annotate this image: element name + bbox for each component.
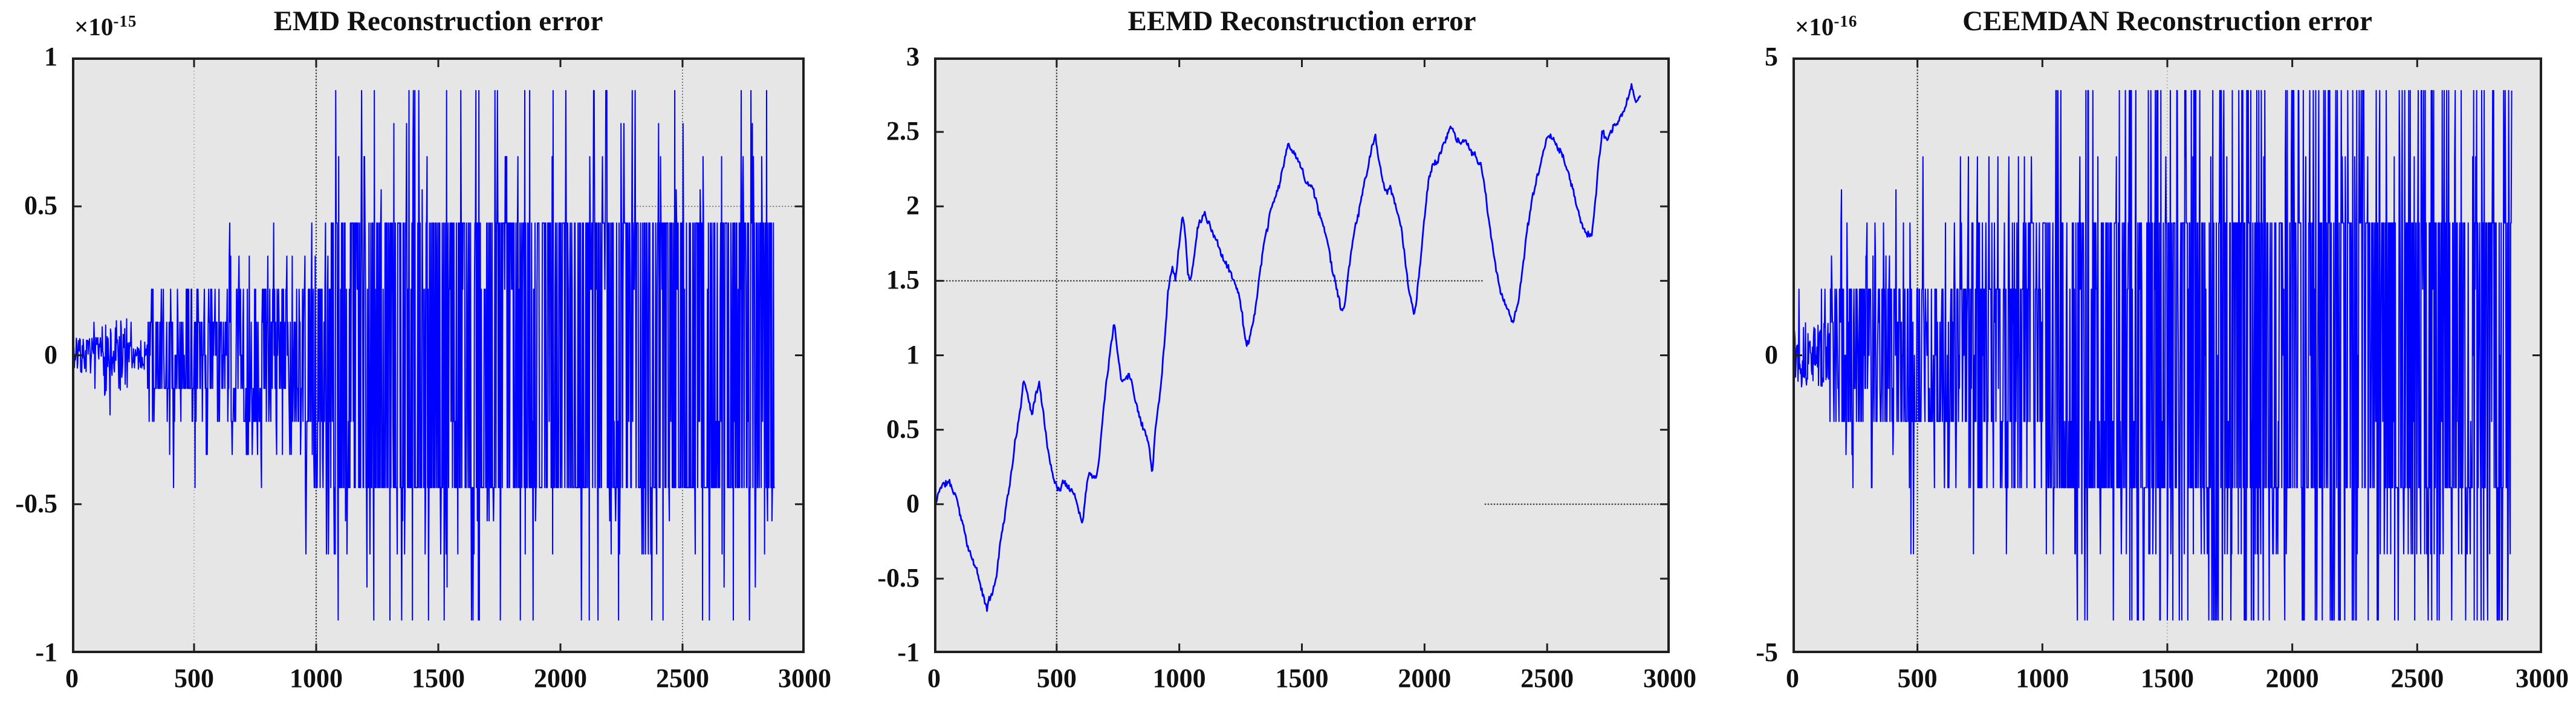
- exponent-base: ×10: [1795, 13, 1834, 41]
- exponent-power: -15: [113, 12, 137, 30]
- x-tick-label: 3000: [778, 663, 831, 693]
- x-tick-label: 1000: [2016, 663, 2069, 693]
- x-tick-label: 2500: [656, 663, 709, 693]
- x-tick-label: 3000: [1643, 663, 1696, 693]
- y-tick-label: 1: [906, 339, 920, 370]
- y-tick-label: -1: [35, 637, 57, 667]
- y-tick-label: 5: [1765, 42, 1778, 71]
- x-tick-label: 1500: [2141, 663, 2194, 693]
- x-tick-label: 0: [1786, 663, 1799, 693]
- x-tick-label: 500: [174, 663, 214, 693]
- y-tick-label: 2.5: [886, 116, 920, 146]
- x-tick-label: 2000: [2265, 663, 2319, 693]
- eemd-canvas: [934, 57, 1670, 653]
- x-tick-label: 1500: [1275, 663, 1329, 693]
- plot-title: EEMD Reconstruction error: [1127, 5, 1476, 37]
- x-tick-label: 3000: [2516, 663, 2569, 693]
- y-tick-label: 0: [44, 339, 57, 370]
- x-tick-label: 2500: [2390, 663, 2444, 693]
- x-tick-label: 2500: [1520, 663, 1574, 693]
- y-tick-label: 1: [44, 42, 57, 71]
- x-tick-label: 500: [1897, 663, 1938, 693]
- y-tick-label: 0: [1765, 339, 1778, 370]
- y-tick-label: 1.5: [886, 265, 920, 295]
- y-tick-label: 3: [906, 42, 920, 71]
- x-tick-label: 0: [65, 663, 79, 693]
- x-tick-label: 1500: [412, 663, 465, 693]
- y-tick-label: 0.5: [886, 414, 920, 444]
- y-axis-exponent-label: ×10-15: [74, 13, 137, 39]
- y-tick-label: -1: [897, 637, 920, 667]
- emd-canvas: [72, 57, 805, 653]
- y-tick-label: 0: [906, 488, 920, 518]
- y-tick-label: 2: [906, 190, 920, 221]
- x-tick-label: 500: [1036, 663, 1077, 693]
- x-tick-label: 2000: [534, 663, 587, 693]
- y-axis-exponent-label: ×10-16: [1795, 13, 1857, 39]
- plot-title: CEEMDAN Reconstruction error: [1962, 5, 2372, 37]
- exponent-power: -16: [1834, 12, 1858, 30]
- exponent-base: ×10: [74, 13, 114, 41]
- ceemdan-canvas: [1792, 57, 2542, 653]
- x-tick-label: 0: [927, 663, 941, 693]
- x-tick-label: 1000: [290, 663, 343, 693]
- x-tick-label: 2000: [1398, 663, 1452, 693]
- y-tick-label: -0.5: [877, 562, 920, 593]
- y-tick-label: 0.5: [24, 190, 57, 221]
- plot-title: EMD Reconstruction error: [273, 5, 603, 37]
- x-tick-label: 1000: [1152, 663, 1206, 693]
- y-tick-label: -5: [1756, 637, 1778, 667]
- y-tick-label: -0.5: [15, 488, 57, 518]
